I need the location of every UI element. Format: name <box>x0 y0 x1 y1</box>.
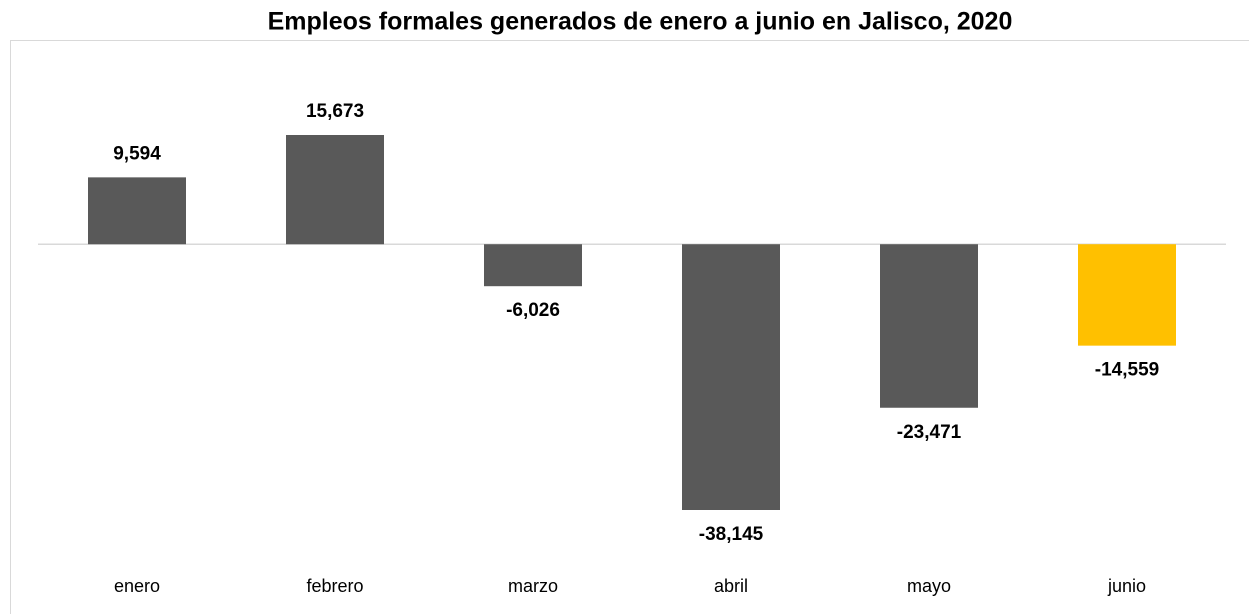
bar <box>682 244 780 510</box>
x-tick-label: marzo <box>508 576 558 596</box>
value-label: 15,673 <box>306 101 364 122</box>
chart-frame <box>10 40 1249 614</box>
x-tick-label: mayo <box>907 576 951 596</box>
x-tick-label: abril <box>714 576 748 596</box>
chart-title: Empleos formales generados de enero a ju… <box>268 8 1013 36</box>
value-label: -38,145 <box>699 524 764 545</box>
value-label: -6,026 <box>506 300 560 321</box>
value-label: 9,594 <box>113 143 161 164</box>
bar <box>880 244 978 408</box>
bar <box>88 177 186 245</box>
value-label: -14,559 <box>1095 360 1159 381</box>
bar <box>1078 244 1176 346</box>
bar <box>484 244 582 287</box>
x-tick-label: enero <box>114 576 160 596</box>
value-label: -23,471 <box>897 422 962 443</box>
x-tick-label: febrero <box>306 576 363 596</box>
bar <box>286 135 384 245</box>
x-tick-label: junio <box>1107 576 1146 596</box>
